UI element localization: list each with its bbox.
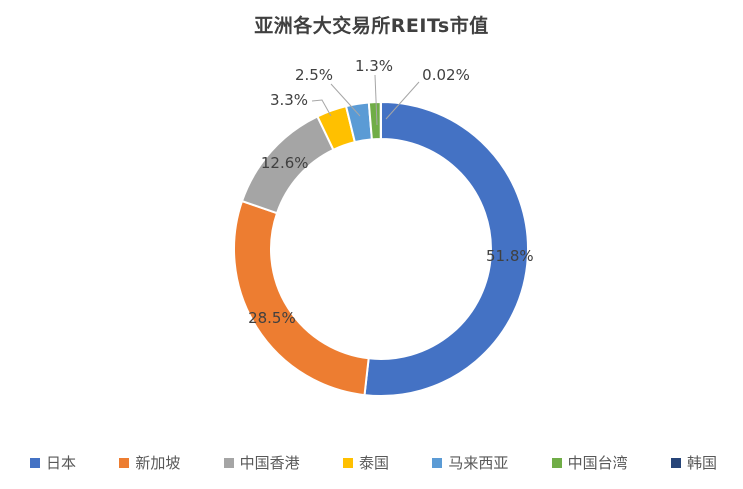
legend-label: 中国台湾	[567, 454, 628, 472]
chart-legend: 日本 新加坡 中国香港 泰国 马来西亚 中国台湾 韩国	[0, 452, 743, 473]
data-label-韩国: 0.02%	[422, 66, 470, 84]
legend-item-日本: 日本	[30, 452, 76, 473]
legend-swatch-icon	[342, 457, 353, 468]
legend-item-中国香港: 中国香港	[223, 452, 300, 473]
leader-line-韩国	[385, 81, 420, 120]
legend-item-韩国: 韩国	[670, 452, 717, 473]
chart-title: 亚洲各大交易所REITs市值	[254, 15, 489, 37]
data-label-日本: 51.8%	[486, 247, 534, 265]
legend-swatch-icon	[30, 457, 40, 468]
leader-line-中国台湾	[374, 74, 378, 126]
data-label-中国香港: 12.6%	[261, 154, 309, 172]
legend-item-中国台湾: 中国台湾	[551, 452, 628, 473]
data-label-马来西亚: 2.5%	[295, 66, 333, 84]
legend-label: 日本	[46, 454, 77, 472]
legend-label: 中国香港	[239, 454, 300, 472]
legend-label: 泰国	[358, 454, 389, 472]
data-label-中国台湾: 1.3%	[355, 57, 393, 75]
pie-slice-新加坡	[233, 199, 370, 397]
data-label-新加坡: 28.5%	[248, 309, 296, 327]
leader-line-马来西亚	[330, 83, 361, 117]
legend-label: 马来西亚	[448, 454, 509, 472]
legend-swatch-icon	[223, 457, 234, 468]
legend-swatch-icon	[119, 457, 130, 468]
legend-item-泰国: 泰国	[342, 452, 389, 473]
pie-slice-日本	[363, 100, 530, 397]
legend-item-马来西亚: 马来西亚	[432, 452, 508, 473]
leader-line-泰国	[311, 99, 332, 117]
legend-label: 新加坡	[135, 454, 181, 472]
pie-slice-中国台湾	[367, 100, 382, 141]
legend-swatch-icon	[432, 457, 443, 468]
legend-swatch-icon	[670, 457, 681, 468]
data-label-泰国: 3.3%	[270, 91, 308, 109]
legend-swatch-icon	[551, 457, 562, 468]
legend-label: 韩国	[686, 454, 717, 472]
legend-item-新加坡: 新加坡	[119, 452, 180, 473]
